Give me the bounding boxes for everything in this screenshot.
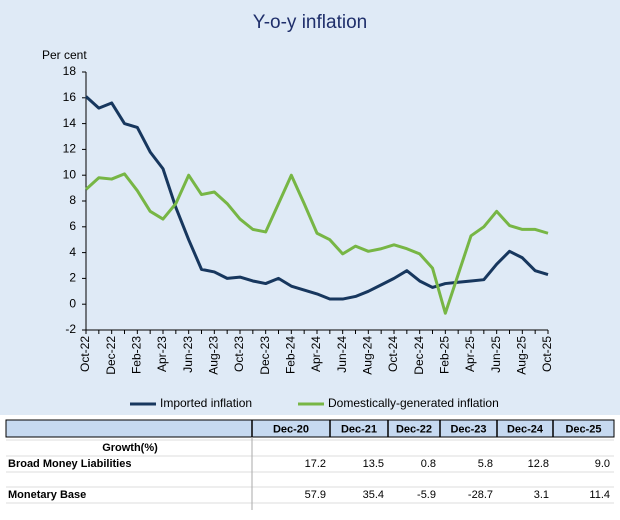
table-header-cell: Dec-20 bbox=[273, 423, 309, 435]
x-tick-label: Oct-22 bbox=[78, 336, 92, 372]
x-tick-label: Apr-25 bbox=[463, 336, 477, 372]
y-axis-label: Per cent bbox=[42, 48, 87, 62]
table-cell: 17.2 bbox=[305, 458, 326, 470]
table-cell: 11.4 bbox=[589, 489, 610, 501]
y-tick-label: -2 bbox=[65, 322, 76, 336]
table-cell: -5.9 bbox=[417, 489, 436, 501]
chart-title: Y-o-y inflation bbox=[253, 12, 367, 33]
table-header-background bbox=[5, 419, 615, 438]
x-tick-label: Jun-25 bbox=[489, 336, 503, 373]
x-tick-label: Aug-24 bbox=[361, 336, 375, 375]
y-tick-label: 8 bbox=[69, 193, 76, 207]
table-cell: -28.7 bbox=[468, 489, 493, 501]
table-cell: 12.8 bbox=[528, 458, 549, 470]
table-header-cell: Dec-24 bbox=[507, 423, 544, 435]
chart-background bbox=[0, 0, 620, 415]
table: Dec-20 Dec-21 Dec-22 Dec-23 Dec-24 Dec-25 Grow… bbox=[5, 419, 615, 510]
table-group-label: Growth(%) bbox=[102, 442, 158, 454]
table-header-cell: Dec-25 bbox=[565, 423, 601, 435]
y-tick-label: 2 bbox=[69, 271, 76, 285]
x-tick-label: Aug-23 bbox=[207, 336, 221, 375]
table-header-cell: Dec-22 bbox=[396, 423, 432, 435]
y-tick-label: 4 bbox=[69, 245, 76, 259]
legend-label: Imported inflation bbox=[160, 396, 252, 410]
x-tick-label: Dec-24 bbox=[412, 336, 426, 375]
table-row-label: Monetary Base bbox=[8, 489, 86, 501]
y-tick-label: 18 bbox=[63, 64, 77, 78]
table-cell: 9.0 bbox=[595, 458, 610, 470]
x-tick-label: Apr-23 bbox=[155, 336, 169, 372]
x-tick-label: Feb-23 bbox=[130, 336, 144, 374]
table-cell: 35.4 bbox=[363, 489, 384, 501]
data-line bbox=[84, 172, 549, 315]
y-tick-label: 12 bbox=[63, 142, 77, 156]
y-tick-label: 10 bbox=[63, 167, 77, 181]
x-tick-label: Oct-25 bbox=[540, 336, 554, 372]
table-cell: 5.8 bbox=[478, 458, 493, 470]
x-tick-label: Feb-25 bbox=[438, 336, 452, 374]
x-tick-label: Jun-24 bbox=[335, 336, 349, 373]
x-tick-label: Feb-24 bbox=[284, 336, 298, 374]
x-tick-label: Oct-24 bbox=[386, 336, 400, 372]
y-tick-label: 14 bbox=[63, 116, 77, 130]
x-tick-label: Oct-23 bbox=[232, 336, 246, 372]
x-tick-label: Aug-25 bbox=[515, 336, 529, 375]
y-tick-label: 16 bbox=[63, 90, 77, 104]
x-tick-label: Dec-23 bbox=[258, 336, 272, 375]
table-header-cell: Dec-21 bbox=[341, 423, 377, 435]
data-line bbox=[84, 95, 549, 301]
table-cell: 13.5 bbox=[363, 458, 384, 470]
table-header-cell: Dec-23 bbox=[450, 423, 486, 435]
table-cell: 0.8 bbox=[421, 458, 436, 470]
x-tick-label: Jun-23 bbox=[181, 336, 195, 373]
x-tick-label: Apr-24 bbox=[309, 336, 323, 372]
table-row-label: Broad Money Liabilities bbox=[8, 458, 131, 470]
x-tick-label: Dec-22 bbox=[104, 336, 118, 375]
legend-label: Domestically-generated inflation bbox=[328, 396, 499, 410]
y-tick-label: 6 bbox=[69, 219, 76, 233]
table-cell: 3.1 bbox=[534, 489, 549, 501]
table-cell: 57.9 bbox=[305, 489, 326, 501]
y-tick-label: 0 bbox=[69, 296, 76, 310]
